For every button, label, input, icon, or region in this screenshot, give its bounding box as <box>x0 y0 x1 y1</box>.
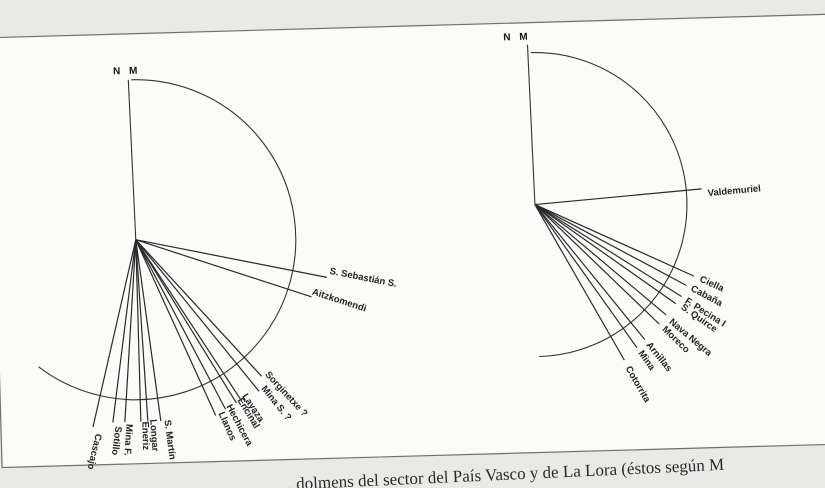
azimuth-arc <box>530 52 688 358</box>
dolmen-label: Longar <box>147 419 160 452</box>
figure-caption: ... dolmens del sector del País Vasco y … <box>279 455 725 488</box>
orientation-ray <box>124 239 137 423</box>
dolmen-label: S. Martín <box>161 419 177 460</box>
orientation-ray <box>135 239 149 422</box>
north-axis-line <box>127 79 137 240</box>
orientation-ray <box>534 204 625 361</box>
orientation-ray <box>534 204 677 305</box>
dolmen-label: Eneriz <box>139 421 151 450</box>
orientation-ray <box>135 239 241 400</box>
dolmen-label: Mina F. <box>122 424 135 456</box>
orientation-ray <box>92 239 137 428</box>
orientation-ray <box>534 204 667 316</box>
orientation-ray <box>135 239 237 404</box>
north-axis-line <box>526 44 536 205</box>
orientation-ray <box>135 239 328 278</box>
orientation-ray <box>534 204 660 325</box>
orientation-ray <box>135 239 260 392</box>
orientation-ray <box>135 239 263 377</box>
orientation-ray <box>534 204 646 340</box>
dolmen-label: Sotillo <box>109 426 124 456</box>
orientation-ray <box>534 204 695 277</box>
orientation-ray <box>135 239 142 422</box>
orientation-ray <box>534 204 682 298</box>
orientation-ray <box>534 188 702 206</box>
page-sheet <box>0 13 825 469</box>
north-label: N <box>113 66 121 77</box>
orientation-ray <box>534 204 638 349</box>
magnetic-north-label: M <box>519 32 528 43</box>
north-label: N <box>503 32 511 43</box>
orientation-ray <box>135 239 227 410</box>
orientation-ray <box>135 239 312 298</box>
magnetic-north-label: M <box>129 66 138 77</box>
orientation-ray <box>135 239 162 422</box>
orientation-ray <box>135 239 217 416</box>
orientation-ray <box>112 239 137 423</box>
orientation-ray <box>534 204 687 286</box>
dolmen-label: Valdemuriel <box>707 183 761 199</box>
